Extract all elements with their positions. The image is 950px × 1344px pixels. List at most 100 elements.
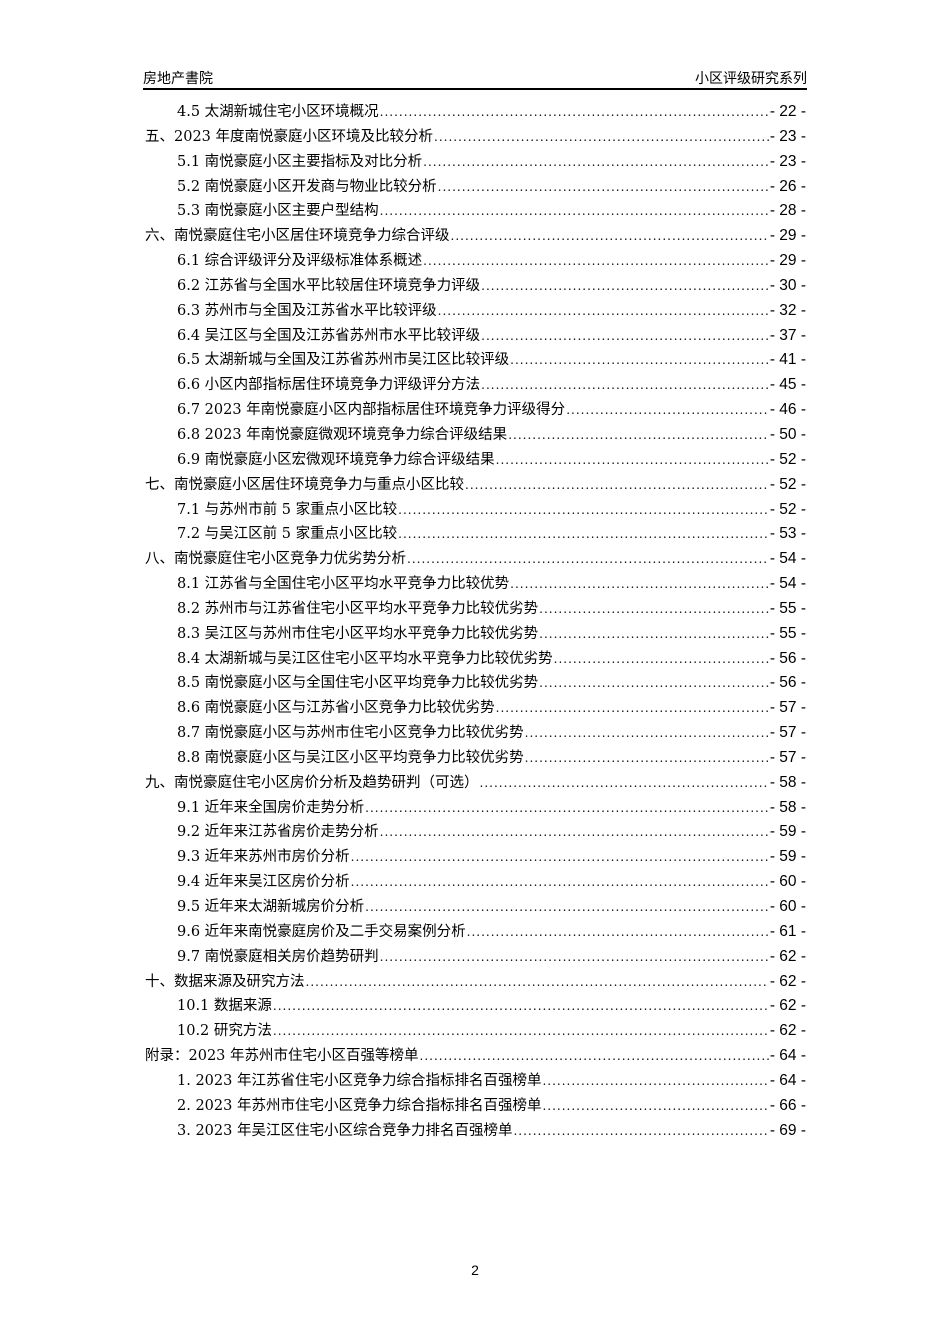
header-series: 小区评级研究系列 (695, 70, 807, 86)
toc-entry-page: - 29 - (769, 252, 806, 270)
toc-section-entry[interactable]: 8.5 南悦豪庭小区与全国住宅小区平均竞争力比较优劣势 - 56 - (145, 671, 806, 696)
toc-section-entry[interactable]: 9.3 近年来苏州市房价分析 - 59 - (145, 845, 806, 870)
toc-section-entry[interactable]: 5.2 南悦豪庭小区开发商与物业比较分析 - 26 - (145, 175, 806, 200)
toc-entry-title: 九、南悦豪庭住宅小区房价分析及趋势研判（可选） (145, 774, 479, 791)
toc-section-entry[interactable]: 9.2 近年来江苏省房价走势分析 - 59 - (145, 820, 806, 845)
page-header: 房地产書院 小区评级研究系列 (143, 66, 807, 90)
toc-section-entry[interactable]: 8.3 吴江区与苏州市住宅小区平均水平竞争力比较优劣势 - 55 - (145, 622, 806, 647)
toc-entry-title: 8.1 江苏省与全国住宅小区平均水平竞争力比较优势 (177, 576, 510, 593)
toc-leader-dots (438, 299, 769, 324)
toc-entry-page: - 50 - (769, 425, 806, 443)
toc-leader-dots (398, 522, 769, 547)
toc-entry-title: 9.4 近年来吴江区房价分析 (177, 874, 350, 891)
toc-section-entry[interactable]: 6.8 2023 年南悦豪庭微观环境竞争力综合评级结果 - 50 - (145, 423, 806, 448)
toc-section-entry[interactable]: 2. 2023 年苏州市住宅小区竞争力综合指标排名百强榜单 - 66 - (145, 1094, 806, 1119)
toc-entry-title: 5.1 南悦豪庭小区主要指标及对比分析 (177, 153, 423, 170)
toc-section-entry[interactable]: 8.1 江苏省与全国住宅小区平均水平竞争力比较优势 - 54 - (145, 572, 806, 597)
toc-entry-page: - 52 - (769, 475, 806, 493)
toc-entry-title: 6.4 吴江区与全国及江苏省苏州市水平比较评级 (177, 327, 481, 344)
toc-chapter-entry[interactable]: 十、数据来源及研究方法 - 62 - (145, 970, 806, 995)
toc-leader-dots (525, 746, 769, 771)
toc-entry-title: 4.5 太湖新城住宅小区环境概况 (177, 104, 379, 120)
toc-section-entry[interactable]: 8.6 南悦豪庭小区与江苏省小区竞争力比较优劣势 - 57 - (145, 696, 806, 721)
toc-section-entry[interactable]: 5.3 南悦豪庭小区主要户型结构 - 28 - (145, 199, 806, 224)
toc-section-entry[interactable]: 9.5 近年来太湖新城房价分析 - 60 - (145, 895, 806, 920)
toc-section-entry[interactable]: 6.1 综合评级评分及评级标准体系概述 - 29 - (145, 249, 806, 274)
toc-leader-dots (423, 150, 769, 175)
toc-section-entry[interactable]: 6.6 小区内部指标居住环境竞争力评级评分方法 - 45 - (145, 373, 806, 398)
toc-leader-dots (539, 597, 769, 622)
toc-entry-title: 5.3 南悦豪庭小区主要户型结构 (177, 203, 379, 220)
toc-entry-title: 6.6 小区内部指标居住环境竞争力评级评分方法 (177, 377, 481, 394)
toc-entry-page: - 58 - (769, 773, 806, 791)
toc-section-entry[interactable]: 6.7 2023 年南悦豪庭小区内部指标居住环境竞争力评级得分 - 46 - (145, 398, 806, 423)
toc-section-entry[interactable]: 4.5 太湖新城住宅小区环境概况 - 22 - (145, 100, 806, 125)
toc-section-entry[interactable]: 9.1 近年来全国房价走势分析 - 58 - (145, 796, 806, 821)
toc-leader-dots (566, 398, 769, 423)
toc-section-entry[interactable]: 7.1 与苏州市前 5 家重点小区比较 - 52 - (145, 498, 806, 523)
toc-entry-title: 8.7 南悦豪庭小区与苏州市住宅小区竞争力比较优劣势 (177, 725, 524, 742)
toc-leader-dots (465, 473, 769, 498)
toc-section-entry[interactable]: 9.6 近年来南悦豪庭房价及二手交易案例分析 - 61 - (145, 920, 806, 945)
toc-entry-title: 9.1 近年来全国房价走势分析 (177, 799, 365, 816)
toc-chapter-entry[interactable]: 附录：2023 年苏州市住宅小区百强等榜单 - 64 - (145, 1044, 806, 1069)
toc-entry-title: 9.7 南悦豪庭相关房价趋势研判 (177, 948, 379, 965)
toc-section-entry[interactable]: 10.2 研究方法 - 62 - (145, 1019, 806, 1044)
toc-entry-page: - 37 - (769, 326, 806, 344)
toc-entry-page: - 45 - (769, 376, 806, 394)
toc-section-entry[interactable]: 8.7 南悦豪庭小区与苏州市住宅小区竞争力比较优劣势 - 57 - (145, 721, 806, 746)
toc-entry-title: 8.8 南悦豪庭小区与吴江区小区平均竞争力比较优劣势 (177, 749, 524, 766)
toc-entry-title: 10.2 研究方法 (177, 1023, 272, 1040)
toc-section-entry[interactable]: 6.3 苏州市与全国及江苏省水平比较评级 - 32 - (145, 299, 806, 324)
toc-leader-dots (513, 1119, 768, 1144)
toc-section-entry[interactable]: 6.5 太湖新城与全国及江苏省苏州市吴江区比较评级 - 41 - (145, 348, 806, 373)
toc-leader-dots (365, 796, 769, 821)
toc-section-entry[interactable]: 6.2 江苏省与全国水平比较居住环境竞争力评级 - 30 - (145, 274, 806, 299)
toc-entry-title: 6.8 2023 年南悦豪庭微观环境竞争力综合评级结果 (177, 426, 508, 443)
toc-leader-dots (451, 224, 769, 249)
toc-entry-page: - 62 - (769, 997, 806, 1015)
toc-leader-dots (380, 100, 769, 125)
toc-section-entry[interactable]: 6.9 南悦豪庭小区宏微观环境竞争力综合评级结果 - 52 - (145, 448, 806, 473)
toc-section-entry[interactable]: 5.1 南悦豪庭小区主要指标及对比分析 - 23 - (145, 150, 806, 175)
toc-entry-title: 9.6 近年来南悦豪庭房价及二手交易案例分析 (177, 923, 466, 940)
toc-entry-title: 6.3 苏州市与全国及江苏省水平比较评级 (177, 302, 437, 319)
toc-section-entry[interactable]: 8.4 太湖新城与吴江区住宅小区平均水平竞争力比较优劣势 - 56 - (145, 647, 806, 672)
toc-entry-page: - 59 - (769, 823, 806, 841)
toc-entry-title: 9.3 近年来苏州市房价分析 (177, 849, 350, 866)
toc-section-entry[interactable]: 8.8 南悦豪庭小区与吴江区小区平均竞争力比较优劣势 - 57 - (145, 746, 806, 771)
toc-entry-page: - 59 - (769, 848, 806, 866)
toc-entry-title: 6.2 江苏省与全国水平比较居住环境竞争力评级 (177, 277, 481, 294)
toc-section-entry[interactable]: 10.1 数据来源 - 62 - (145, 994, 806, 1019)
toc-entry-title: 10.1 数据来源 (177, 998, 272, 1015)
toc-leader-dots (510, 572, 769, 597)
page-number: 2 (471, 1262, 479, 1278)
toc-chapter-entry[interactable]: 八、南悦豪庭住宅小区竞争力优劣势分析 - 54 - (145, 547, 806, 572)
toc-entry-title: 六、南悦豪庭住宅小区居住环境竞争力综合评级 (145, 228, 450, 245)
toc-entry-title: 6.5 太湖新城与全国及江苏省苏州市吴江区比较评级 (177, 352, 510, 369)
toc-chapter-entry[interactable]: 九、南悦豪庭住宅小区房价分析及趋势研判（可选） - 58 - (145, 771, 806, 796)
toc-chapter-entry[interactable]: 五、2023 年度南悦豪庭小区环境及比较分析 - 23 - (145, 125, 806, 150)
toc-entry-title: 7.2 与吴江区前 5 家重点小区比较 (177, 526, 398, 543)
toc-entry-title: 十、数据来源及研究方法 (145, 973, 305, 990)
toc-section-entry[interactable]: 1. 2023 年江苏省住宅小区竞争力综合指标排名百强榜单 - 64 - (145, 1069, 806, 1094)
toc-entry-page: - 52 - (769, 450, 806, 468)
table-of-contents: 4.5 太湖新城住宅小区环境概况 - 22 - 五、2023 年度南悦豪庭小区环境及… (145, 100, 806, 1143)
toc-section-entry[interactable]: 8.2 苏州市与江苏省住宅小区平均水平竞争力比较优劣势 - 55 - (145, 597, 806, 622)
toc-entry-page: - 61 - (769, 922, 806, 940)
toc-leader-dots (496, 448, 769, 473)
toc-section-entry[interactable]: 7.2 与吴江区前 5 家重点小区比较 - 53 - (145, 522, 806, 547)
toc-leader-dots (525, 721, 769, 746)
toc-section-entry[interactable]: 3. 2023 年吴江区住宅小区综合竞争力排名百强榜单 - 69 - (145, 1119, 806, 1144)
toc-chapter-entry[interactable]: 七、南悦豪庭小区居住环境竞争力与重点小区比较 - 52 - (145, 473, 806, 498)
toc-section-entry[interactable]: 9.4 近年来吴江区房价分析 - 60 - (145, 870, 806, 895)
toc-entry-title: 2. 2023 年苏州市住宅小区竞争力综合指标排名百强榜单 (177, 1097, 542, 1114)
toc-leader-dots (420, 1044, 769, 1069)
toc-entry-title: 6.1 综合评级评分及评级标准体系概述 (177, 253, 423, 270)
toc-entry-title: 6.9 南悦豪庭小区宏微观环境竞争力综合评级结果 (177, 451, 495, 468)
toc-chapter-entry[interactable]: 六、南悦豪庭住宅小区居住环境竞争力综合评级 - 29 - (145, 224, 806, 249)
toc-entry-page: - 30 - (769, 276, 806, 294)
toc-section-entry[interactable]: 6.4 吴江区与全国及江苏省苏州市水平比较评级 - 37 - (145, 324, 806, 349)
toc-leader-dots (481, 324, 769, 349)
toc-section-entry[interactable]: 9.7 南悦豪庭相关房价趋势研判 - 62 - (145, 945, 806, 970)
